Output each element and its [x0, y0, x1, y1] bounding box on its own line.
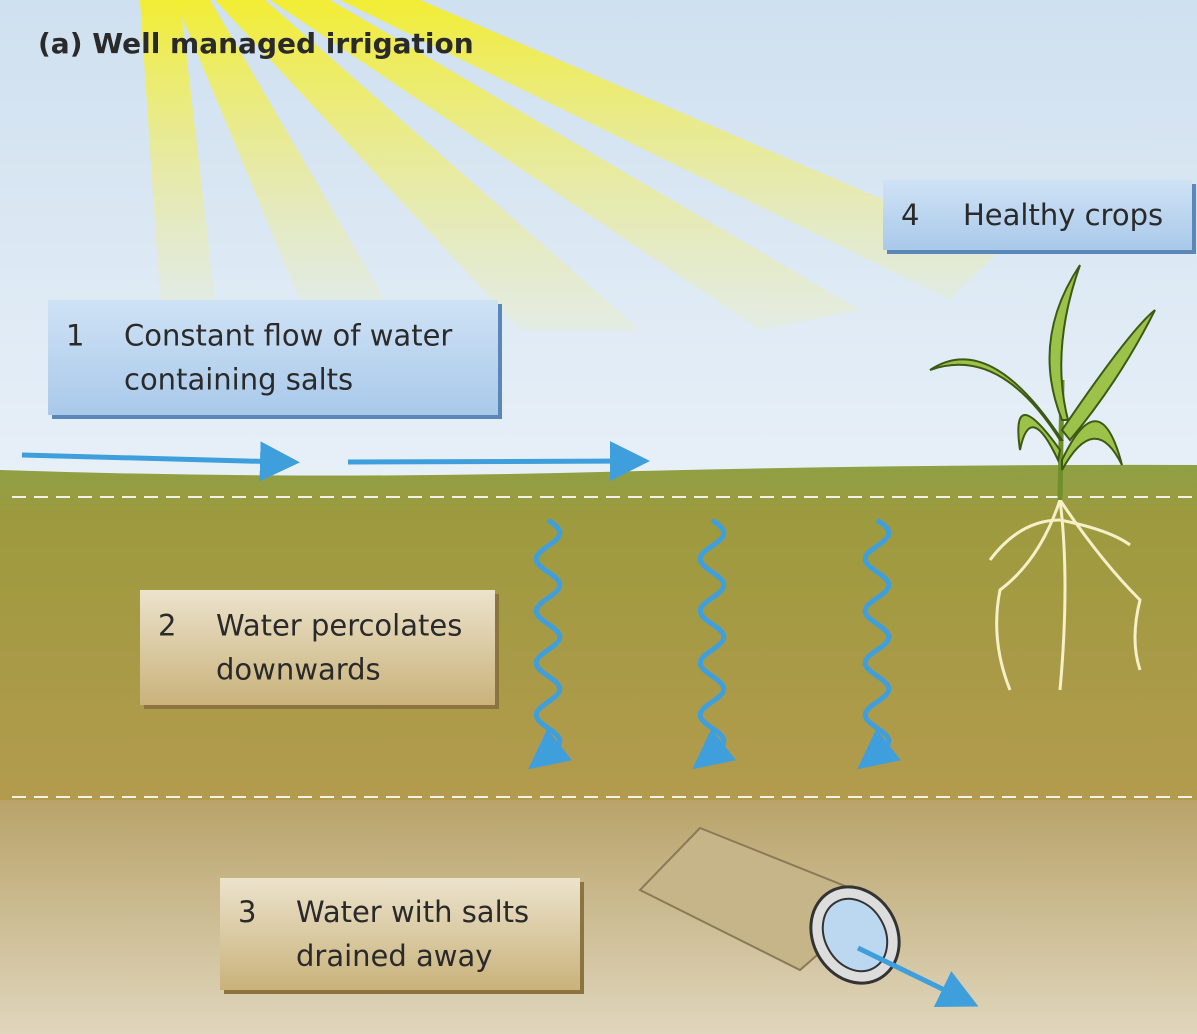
label-box: 1 Constant flow of water containing salts: [48, 300, 502, 419]
label-number: 1: [66, 319, 84, 353]
label-text: containing salts: [124, 363, 353, 397]
label-text: drained away: [296, 939, 492, 973]
label-text: Water percolates: [216, 609, 462, 643]
label-box: 2 Water percolates downwards: [140, 590, 499, 709]
diagram: (a) Well managed irrigation 1 Constant fl…: [0, 0, 1197, 1034]
title: (a) Well managed irrigation: [38, 27, 474, 60]
label-number: 3: [238, 895, 256, 929]
label-box: 3 Water with salts drained away: [220, 878, 584, 994]
label-text: Constant flow of water: [124, 319, 452, 353]
page: (a) Well managed irrigation 1 Constant fl…: [0, 0, 1197, 1034]
label-number: 4: [901, 198, 919, 232]
subsoil: [0, 800, 1197, 1034]
label-text: Water with salts: [296, 895, 529, 929]
label-box: 4 Healthy crops: [883, 180, 1196, 254]
label-background: [48, 300, 498, 415]
label-text: downwards: [216, 653, 381, 687]
label-text: Healthy crops: [963, 198, 1163, 232]
label-number: 2: [158, 609, 176, 643]
label-background: [140, 590, 495, 705]
